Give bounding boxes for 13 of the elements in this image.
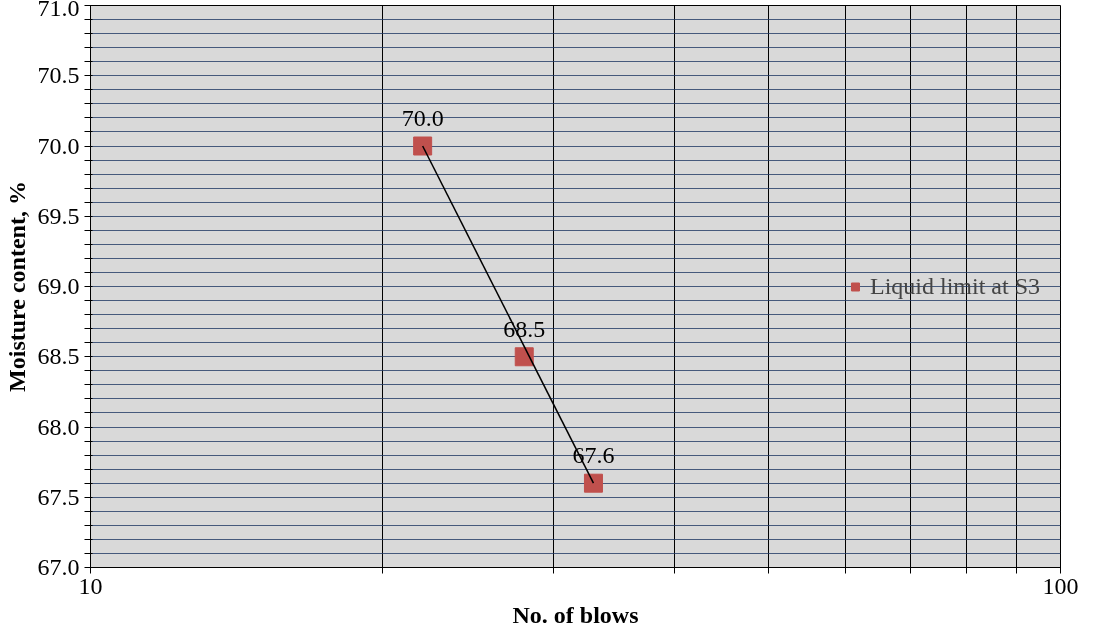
y-axis-title: Moisture content, % (3, 181, 30, 392)
y-tick-label: 71.0 (37, 0, 80, 21)
y-tick-label: 67.5 (37, 483, 80, 510)
y-tick-label: 69.0 (37, 273, 80, 299)
y-tick-label: 68.5 (37, 343, 80, 370)
y-tick-label: 70.0 (37, 132, 80, 159)
y-tick-label: 68.0 (37, 413, 80, 440)
x-tick-label: 10 (78, 572, 103, 599)
y-tick-label: 69.5 (37, 202, 80, 229)
y-tick-label: 70.5 (37, 62, 80, 89)
x-axis-title: No. of blows (512, 601, 639, 628)
y-tick-label: 67.0 (37, 554, 80, 580)
x-tick-label: 100 (1042, 572, 1079, 599)
